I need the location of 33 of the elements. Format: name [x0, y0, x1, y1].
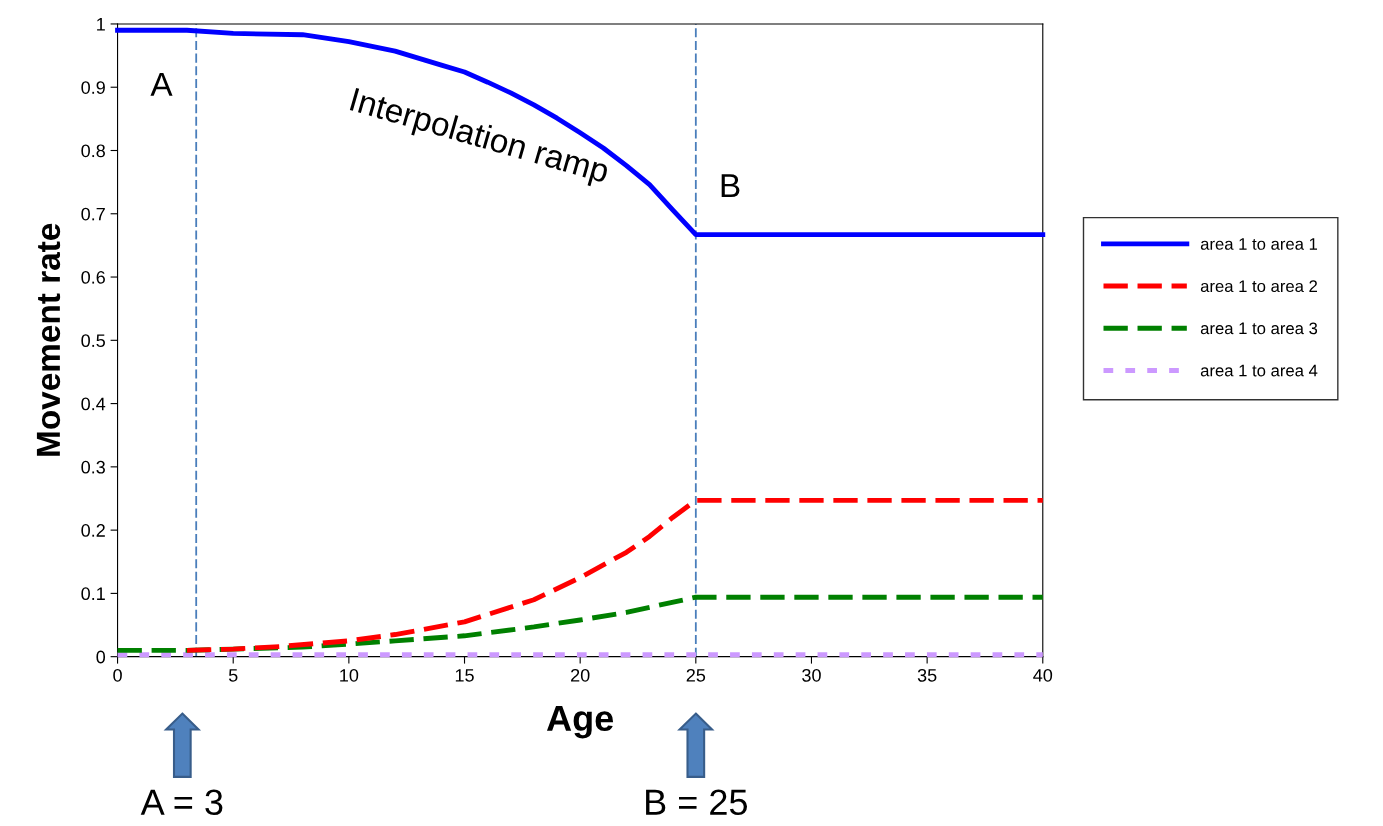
- legend-label: area 1 to area 2: [1200, 280, 1317, 293]
- x-tick-label: 0: [113, 668, 122, 682]
- y-tick-label: 0.5: [81, 334, 105, 348]
- x-tick-label: 30: [802, 668, 821, 682]
- y-tick-label: 0.4: [81, 397, 106, 411]
- y-tick-label: 0.6: [81, 270, 105, 284]
- y-tick-label: 1: [97, 18, 105, 31]
- x-axis-title: Age: [546, 705, 614, 739]
- x-tick-label: 25: [686, 668, 706, 682]
- y-tick-label: 0.2: [81, 524, 105, 537]
- text: B = 25: [646, 789, 748, 816]
- y-tick-label: 0.7: [81, 207, 105, 221]
- legend-label: area 1 to area 3: [1200, 322, 1318, 335]
- y-tick-label: 0.1: [81, 587, 105, 601]
- line-series: [184, 497, 1046, 653]
- text: A = 3: [140, 789, 223, 816]
- y-tick-label: 0: [96, 650, 106, 664]
- line-series: [115, 594, 1046, 653]
- ref-line-label: B: [721, 174, 740, 198]
- x-tick-label: 35: [917, 668, 937, 682]
- y-axis-title: Movement rate: [36, 223, 61, 456]
- x-tick-label: 5: [228, 669, 238, 682]
- y-tick-label: 0.3: [81, 460, 105, 474]
- x-tick-label: 15: [455, 669, 474, 682]
- x-tick-label: 20: [571, 668, 590, 682]
- legend-label: area 1 to area 1: [1200, 238, 1318, 250]
- ref-line-label: A: [150, 72, 173, 96]
- y-tick-label: 0.9: [81, 81, 105, 94]
- x-tick-label: 40: [1033, 668, 1053, 682]
- line-series: [115, 27, 1046, 238]
- legend-label: area 1 to area 4: [1200, 364, 1318, 377]
- x-tick-label: 10: [340, 668, 359, 682]
- y-tick-label: 0.8: [81, 144, 105, 158]
